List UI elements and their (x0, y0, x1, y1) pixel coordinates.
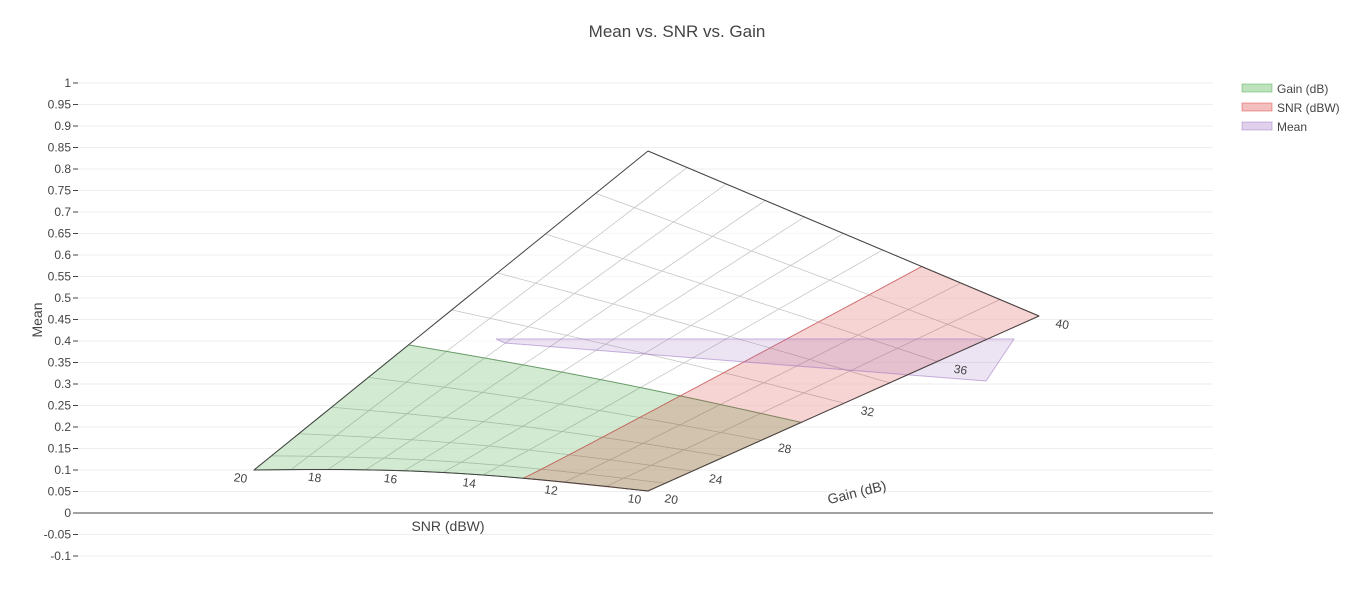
y-axis-label: Mean (29, 302, 45, 337)
y-tick-label: 0.85 (48, 141, 72, 155)
snr-axis-label: SNR (dBW) (411, 518, 484, 534)
gain-tick-label: 36 (953, 362, 969, 378)
y-tick-label: 0.75 (48, 184, 72, 198)
slice-planes (252, 265, 1041, 492)
legend-swatch (1241, 102, 1273, 112)
legend-swatch (1241, 83, 1273, 93)
y-tick-label: 0.05 (48, 485, 72, 499)
gain-axis-label: Gain (dB) (826, 477, 888, 507)
legend-item[interactable]: Mean (1241, 120, 1307, 134)
y-tick-label: 0.95 (48, 98, 72, 112)
snr-tick-label: 18 (307, 470, 322, 486)
legend-item[interactable]: Gain (dB) (1241, 82, 1328, 96)
snr-tick-label: 10 (627, 491, 642, 507)
y-tick-label: 0.25 (48, 399, 72, 413)
legend-swatch (1241, 121, 1273, 131)
mean-plane (495, 338, 1015, 382)
y-tick-label: 0.3 (54, 377, 71, 391)
legend-label: Mean (1277, 120, 1307, 134)
gain-axis-ticks: 20 24 28 32 36 40 (663, 316, 1070, 507)
y-tick-label: 0.55 (48, 270, 72, 284)
gain-tick-label: 40 (1054, 316, 1070, 332)
y-tick-label: 0.15 (48, 442, 72, 456)
surface-edges (253, 150, 1040, 492)
y-tick-label: 0.1 (54, 463, 71, 477)
snr-tick-label: 12 (543, 482, 558, 498)
gain-tick-label: 20 (663, 491, 679, 507)
y-tick-label: -0.1 (50, 549, 71, 563)
surface-3d (252, 150, 1040, 492)
snr-tick-label: 16 (383, 471, 398, 487)
legend[interactable]: Gain (dB) SNR (dBW) Mean (1241, 82, 1340, 134)
y-tick-label: 0 (64, 506, 71, 520)
snr-axis-ticks: 20 18 16 14 12 10 (233, 470, 642, 507)
y-tick-label: 0.8 (54, 162, 71, 176)
snr-tick-label: 14 (462, 475, 477, 491)
snr-tick-label: 20 (233, 470, 248, 486)
y-tick-label: 0.9 (54, 119, 71, 133)
y-tick-label: 0.6 (54, 248, 71, 262)
edge-snr-min (647, 315, 1040, 492)
y-tick-label: 0.45 (48, 313, 72, 327)
legend-label: Gain (dB) (1277, 82, 1328, 96)
edge-gain-max (647, 150, 1040, 317)
y-tick-label: 1 (64, 76, 71, 90)
edge-gain-min (253, 468, 649, 492)
chart-title: Mean vs. SNR vs. Gain (589, 22, 766, 41)
gain-tick-label: 24 (708, 471, 724, 487)
y-tick-label: 0.5 (54, 291, 71, 305)
legend-item[interactable]: SNR (dBW) (1241, 101, 1340, 115)
y-tick-label: 0.4 (54, 334, 71, 348)
edge-snr-max (253, 150, 649, 471)
gain-tick-label: 28 (777, 440, 793, 456)
y-axis-ticks: 1 0.95 0.9 0.85 0.8 0.75 0.7 0.65 0.6 0.55 0.5 0.45… (44, 76, 78, 563)
y-tick-label: 0.65 (48, 227, 72, 241)
legend-label: SNR (dBW) (1277, 101, 1340, 115)
y-tick-label: -0.05 (44, 528, 72, 542)
y-tick-label: 0.35 (48, 356, 72, 370)
y-tick-label: 0.7 (54, 205, 71, 219)
y-tick-label: 0.2 (54, 420, 71, 434)
gain-tick-label: 32 (860, 403, 876, 419)
